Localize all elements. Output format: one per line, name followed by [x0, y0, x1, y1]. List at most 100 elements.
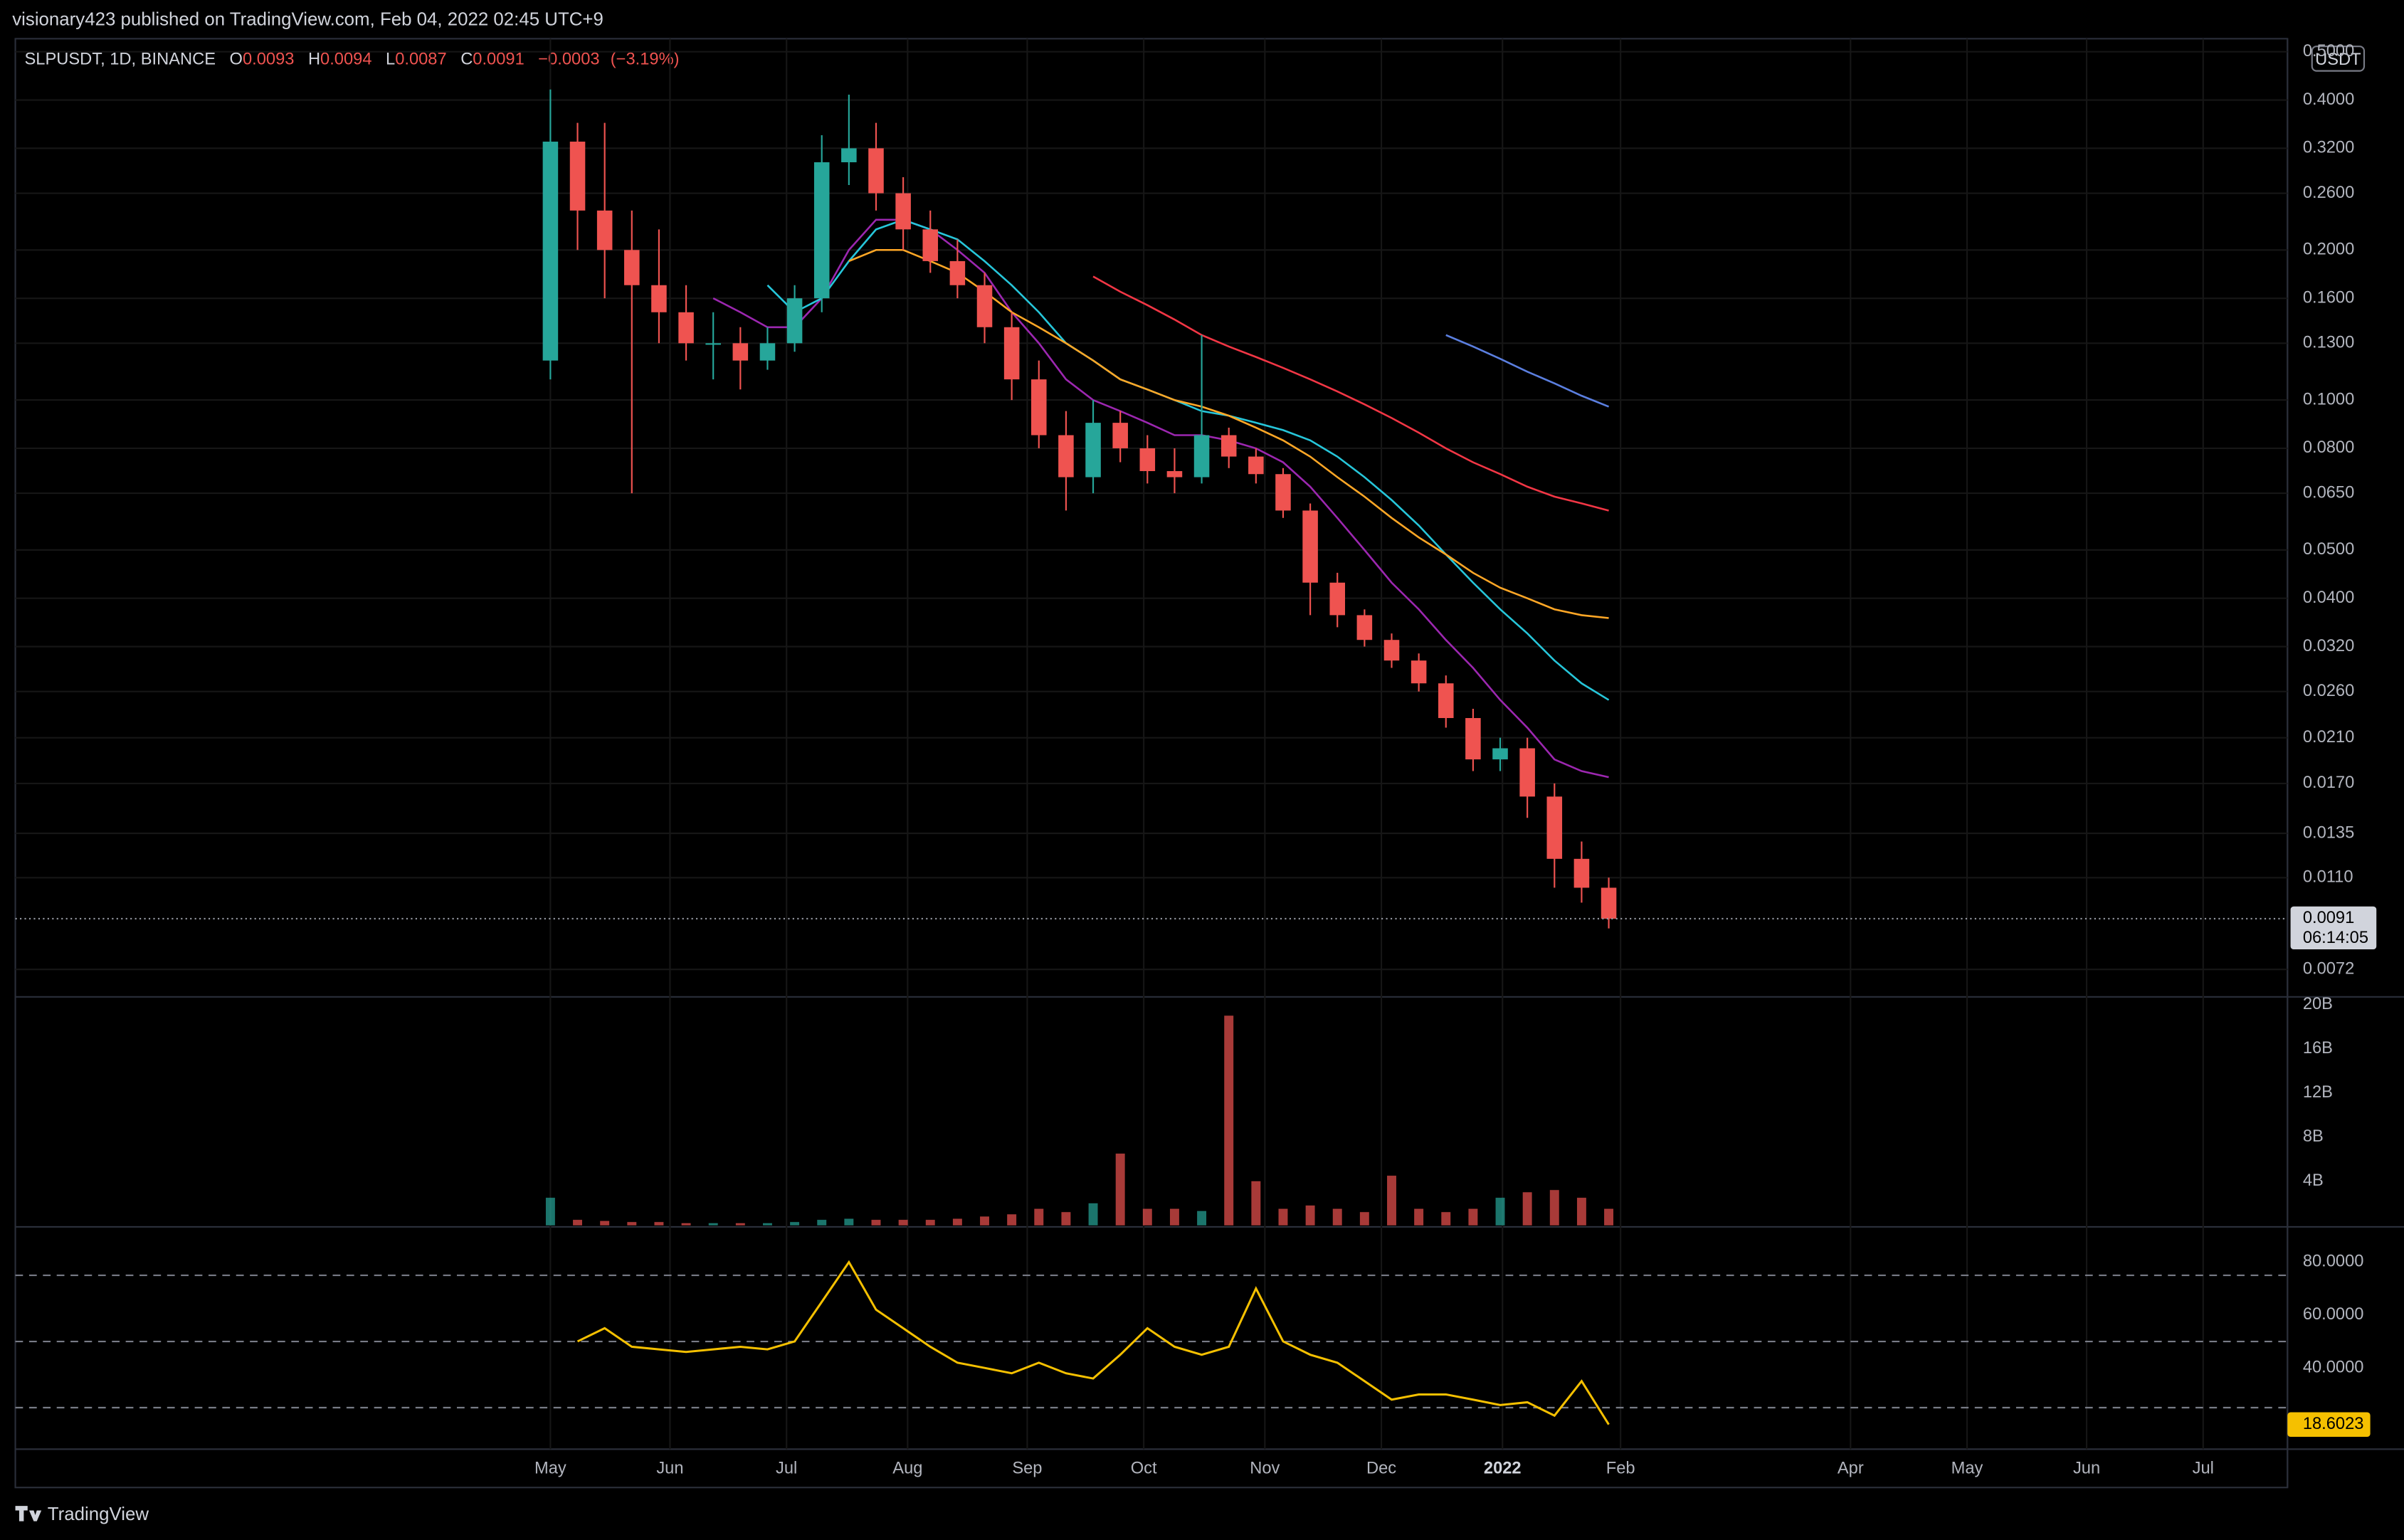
y-tick-label: 0.0072: [2303, 959, 2354, 978]
legend-key: H: [308, 51, 320, 69]
x-tick-label: Jul: [776, 1460, 797, 1478]
candle-body: [1248, 456, 1264, 475]
volume-bar: [1468, 1208, 1478, 1225]
x-tick-label: Jun: [656, 1460, 683, 1478]
volume-bar: [1115, 1154, 1125, 1225]
candle-body: [1031, 379, 1047, 436]
volume-bar: [708, 1223, 718, 1225]
x-tick-label: Nov: [1250, 1460, 1280, 1478]
candle-body: [1383, 640, 1400, 661]
y-tick-label: 8B: [2303, 1127, 2324, 1146]
candle-body: [624, 250, 640, 285]
x-tick-label: Feb: [1606, 1460, 1635, 1478]
volume-bar: [925, 1220, 935, 1225]
legend-change: −0.0003: [538, 51, 599, 69]
candle-body: [1356, 615, 1373, 640]
x-tick-label: Jul: [2193, 1460, 2214, 1478]
volume-bar: [1549, 1190, 1559, 1225]
candle-body: [949, 260, 966, 285]
volume-bar: [762, 1223, 772, 1225]
legend-key: O: [230, 51, 243, 69]
volume-bar: [1604, 1208, 1614, 1225]
y-tick-label: 0.2000: [2303, 241, 2354, 259]
legend-key: L: [386, 51, 395, 69]
legend-value: 0.0094: [320, 51, 371, 69]
volume-bar: [1251, 1181, 1261, 1225]
candle-body: [841, 148, 857, 163]
y-tick-label: 0.0110: [2303, 868, 2353, 887]
candle-body: [1221, 435, 1237, 457]
volume-bar: [980, 1216, 989, 1225]
y-tick-label: 0.0400: [2303, 589, 2354, 607]
volume-bar: [681, 1223, 691, 1225]
candle-body: [976, 285, 993, 327]
volume-bar: [1414, 1208, 1424, 1225]
x-tick-label: Apr: [1838, 1460, 1864, 1478]
candle-body: [1573, 858, 1590, 888]
volume-bar: [871, 1220, 881, 1225]
last-price-box: [2290, 906, 2377, 950]
volume-bar: [1305, 1205, 1315, 1225]
candle-body: [732, 343, 749, 361]
volume-bar: [1576, 1198, 1586, 1225]
moving-average: [1092, 275, 1609, 512]
y-tick-label: 80.0000: [2303, 1252, 2364, 1271]
y-tick-label: 12B: [2303, 1083, 2333, 1102]
y-tick-label: 0.0650: [2303, 483, 2354, 502]
x-tick-label: Sep: [1012, 1460, 1042, 1478]
candle-body: [1411, 660, 1427, 684]
brand: TradingView: [48, 1504, 149, 1524]
y-tick-label: 0.0170: [2303, 774, 2354, 792]
candle-body: [1438, 683, 1454, 718]
y-tick-label: 0.1300: [2303, 334, 2354, 352]
candle-body: [1139, 448, 1156, 471]
volume-bar: [1088, 1203, 1098, 1225]
volume-bar: [1387, 1176, 1396, 1225]
y-tick-label: 0.3200: [2303, 139, 2354, 157]
y-tick-label: 40.0000: [2303, 1358, 2364, 1376]
volume-bar: [1278, 1208, 1288, 1225]
candle-body: [1601, 887, 1617, 919]
currency-badge[interactable]: [2311, 46, 2366, 72]
candle-body: [1465, 717, 1481, 760]
volume-bar: [654, 1222, 664, 1225]
currency[interactable]: USDT: [2315, 51, 2361, 69]
candle-body: [1519, 748, 1535, 797]
x-tick-label: May: [534, 1460, 566, 1478]
y-tick-label: 0.5000: [2303, 42, 2354, 60]
volume-bar: [1441, 1212, 1451, 1225]
volume-bar: [573, 1220, 583, 1225]
y-tick-label: 20B: [2303, 995, 2333, 1013]
x-tick-label: May: [1951, 1460, 1983, 1478]
volume-bar: [545, 1198, 555, 1225]
volume-bar: [1142, 1208, 1152, 1225]
footer: TradingView: [15, 1504, 149, 1524]
candle-body: [813, 162, 830, 299]
candle-body: [1085, 423, 1101, 478]
countdown: 06:14:05: [2303, 929, 2368, 947]
legend-key: C: [460, 51, 473, 69]
candle-body: [651, 285, 667, 312]
y-tick-label: 16B: [2303, 1039, 2333, 1058]
volume-bar: [898, 1220, 908, 1225]
legend-value: 0.0091: [473, 51, 524, 69]
candle-body: [678, 312, 694, 344]
symbol: SLPUSDT, 1D, BINANCE: [24, 51, 216, 69]
candle-body: [1492, 748, 1508, 760]
y-tick-label: 0.0800: [2303, 438, 2354, 457]
volume-bar: [1495, 1198, 1505, 1225]
moving-average: [1445, 334, 1610, 408]
x-tick-label: Oct: [1131, 1460, 1157, 1478]
candle-body: [922, 229, 939, 261]
y-tick-label: 0.1000: [2303, 390, 2354, 408]
volume-bar: [817, 1220, 827, 1225]
volume-bar: [1007, 1214, 1017, 1225]
moving-average: [848, 248, 1609, 619]
candle-body: [1302, 510, 1318, 583]
legend-value: 0.0087: [395, 51, 446, 69]
candle-body: [596, 210, 613, 250]
candle-body: [1193, 435, 1210, 478]
y-tick-label: 0.4000: [2303, 90, 2354, 109]
volume-bar: [735, 1223, 745, 1225]
candle-body: [569, 142, 586, 211]
